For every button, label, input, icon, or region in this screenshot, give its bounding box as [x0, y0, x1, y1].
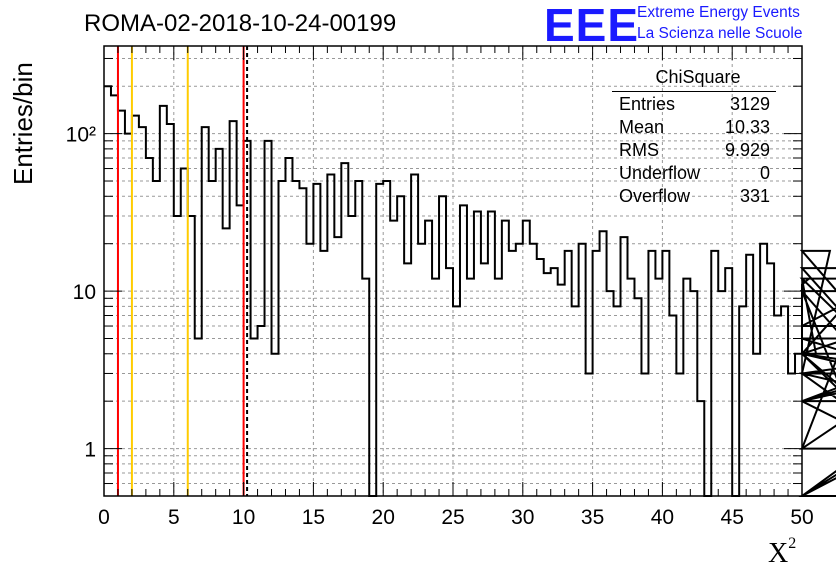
- stats-value: 331: [739, 186, 770, 206]
- x-tick-label: 45: [721, 506, 744, 529]
- stats-value: 10.33: [724, 117, 770, 137]
- stats-label: Mean: [619, 117, 665, 137]
- stats-label: Entries: [619, 94, 676, 114]
- x-tick-label: 25: [441, 506, 464, 529]
- x-tick-label: 20: [372, 506, 395, 529]
- x-tick-label: 50: [790, 506, 813, 529]
- stats-value: 3129: [729, 94, 770, 114]
- x-tick-label: 40: [651, 506, 674, 529]
- stats-box: ChiSquare Entries 3129 Mean 10.33 RMS 9.…: [612, 67, 776, 208]
- stats-value: 0: [759, 163, 770, 183]
- stats-row-mean: Mean 10.33: [612, 116, 776, 139]
- x-tick-label: 5: [168, 506, 180, 529]
- logo-subtitle-1: Extreme Energy Events: [637, 4, 800, 21]
- stats-row-underflow: Underflow 0: [612, 162, 776, 185]
- stats-label: Underflow: [619, 163, 701, 183]
- stats-label: Overflow: [619, 186, 691, 206]
- y-axis-label: Entries/bin: [8, 62, 38, 185]
- eee-logo: EEE: [544, 0, 640, 51]
- x-axis-label: X2: [768, 534, 797, 569]
- stats-row-overflow: Overflow 331: [612, 185, 776, 208]
- histogram-series: [104, 85, 836, 497]
- y-tick-label: 10²: [66, 124, 96, 147]
- x-tick-label: 0: [98, 506, 110, 529]
- y-tick-label: 10: [73, 281, 96, 304]
- logo-subtitle-2: La Scienza nelle Scuole: [637, 25, 803, 42]
- stats-row-entries: Entries 3129: [612, 93, 776, 116]
- x-tick-label: 15: [302, 506, 325, 529]
- stats-box-divider: [612, 91, 776, 92]
- stats-row-rms: RMS 9.929: [612, 139, 776, 162]
- chart-title: ROMA-02-2018-10-24-00199: [84, 10, 397, 37]
- x-tick-label: 10: [232, 506, 255, 529]
- y-tick-label: 1: [84, 439, 96, 462]
- stats-label: RMS: [619, 140, 659, 160]
- stats-box-name: ChiSquare: [655, 67, 741, 87]
- stats-value: 9.929: [724, 140, 770, 160]
- x-tick-label: 35: [581, 506, 604, 529]
- x-tick-label: 30: [511, 506, 534, 529]
